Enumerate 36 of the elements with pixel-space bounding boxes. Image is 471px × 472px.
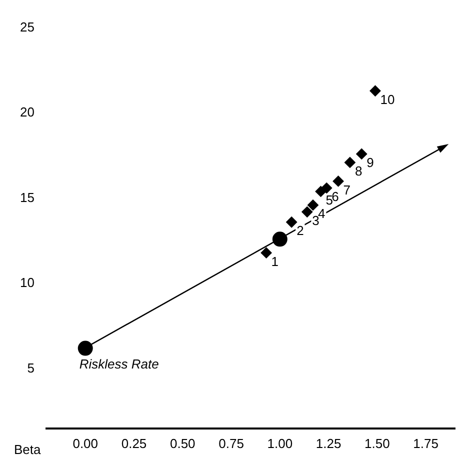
annotation: 1 bbox=[271, 254, 279, 269]
y-tick-label: 10 bbox=[20, 275, 34, 290]
point bbox=[302, 206, 313, 218]
annotation: 9 bbox=[366, 155, 374, 170]
x-tick-label: 1.50 bbox=[364, 436, 390, 451]
x-tick-label: 0.50 bbox=[170, 436, 196, 451]
y-tick-label: 15 bbox=[20, 190, 34, 205]
point bbox=[370, 85, 381, 96]
annotation: 2 bbox=[296, 223, 304, 238]
point bbox=[78, 340, 93, 356]
y-tick-label: 20 bbox=[20, 104, 34, 120]
point bbox=[272, 232, 288, 247]
x-tick-label: 1.75 bbox=[413, 436, 438, 451]
annotation: 4 bbox=[318, 206, 326, 222]
x-tick-label: 0.75 bbox=[218, 436, 244, 451]
point bbox=[332, 176, 344, 187]
annotation: 6 bbox=[332, 189, 339, 204]
annotation: 3 bbox=[312, 212, 320, 228]
annotation: Riskless Rate bbox=[79, 356, 159, 372]
x-axis-title: Beta bbox=[14, 442, 42, 457]
annotation: 10 bbox=[380, 92, 395, 107]
point bbox=[307, 200, 318, 211]
x-tick-label: 1.00 bbox=[267, 436, 293, 451]
x-tick-label: 0.00 bbox=[72, 436, 98, 451]
point bbox=[344, 156, 356, 168]
annotation: 7 bbox=[343, 182, 351, 198]
y-tick-label: 5 bbox=[27, 360, 34, 376]
x-tick-label: 1.25 bbox=[316, 436, 342, 451]
point bbox=[286, 216, 298, 228]
point bbox=[321, 182, 332, 194]
annotation: 5 bbox=[326, 192, 333, 208]
point bbox=[356, 148, 368, 160]
y-tick-label: 25 bbox=[20, 19, 34, 34]
x-tick-label: 0.25 bbox=[121, 436, 147, 451]
annotation: 8 bbox=[354, 164, 362, 179]
point bbox=[260, 247, 272, 258]
